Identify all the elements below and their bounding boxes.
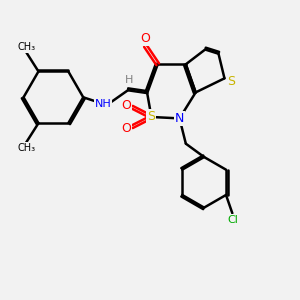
Text: CH₃: CH₃ xyxy=(17,143,35,153)
Text: H: H xyxy=(124,75,133,85)
Text: S: S xyxy=(147,110,155,124)
Text: NH: NH xyxy=(94,99,111,109)
Text: CH₃: CH₃ xyxy=(17,42,35,52)
Text: O: O xyxy=(121,98,131,112)
Text: N: N xyxy=(175,112,184,125)
Text: O: O xyxy=(140,32,150,46)
Text: Cl: Cl xyxy=(227,215,238,225)
Text: S: S xyxy=(227,75,235,88)
Text: O: O xyxy=(121,122,131,135)
